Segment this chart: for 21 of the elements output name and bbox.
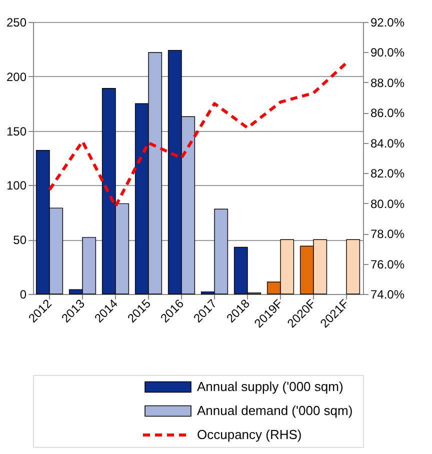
y2-tick-label: 86.0% [370,106,405,120]
y2-tick-label: 76.0% [370,257,405,272]
y2-tick-label: 74.0% [370,288,405,302]
legend-label: Annual supply ('000 sqm) [197,379,344,394]
legend-label: Annual demand ('000 sqm) [197,403,353,418]
y-tick-label: 150 [6,124,27,138]
y-tick-label: 250 [6,16,27,30]
legend-label: Occupancy (RHS) [197,427,302,442]
y2-tick-label: 80.0% [370,196,405,211]
line-series [48,61,348,208]
bar [346,239,360,294]
y-tick-label: 0 [20,288,27,302]
y2-tick-label: 78.0% [370,227,405,242]
y2-tick-label: 88.0% [370,76,405,90]
y2-tick-label: 90.0% [370,46,405,60]
y-tick-label: 200 [6,70,27,84]
y-tick-label: 50 [13,233,27,248]
y2-tick-label: 84.0% [370,136,405,150]
y2-tick-label: 82.0% [370,166,405,181]
y2-tick-label: 92.0% [370,16,405,30]
y-tick-label: 100 [6,178,27,193]
